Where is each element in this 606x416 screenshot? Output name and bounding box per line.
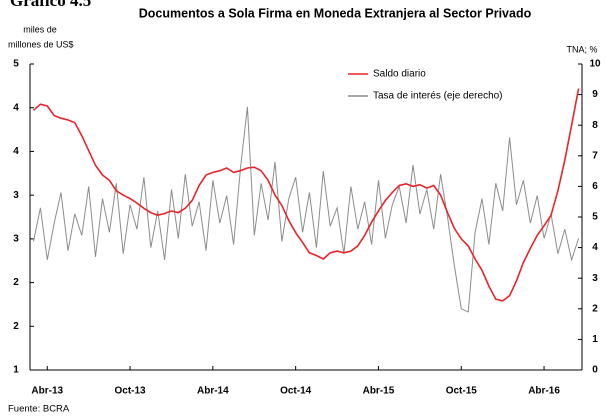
y-tick-label: 4: [13, 102, 19, 113]
y2-tick-label: 9: [592, 89, 598, 100]
y-axis-label: millones de US$: [8, 39, 74, 49]
y-tick-label: 2: [13, 321, 19, 332]
y-tick-label: 4: [13, 146, 19, 157]
legend-label: Saldo diario: [373, 69, 426, 80]
series-line: [32, 88, 580, 302]
series-line: [33, 106, 580, 313]
chart-title: Documentos a Sola Firma en Moneda Extran…: [139, 6, 532, 20]
y-tick-label: 3: [13, 190, 19, 201]
y2-tick-label: 3: [592, 273, 598, 284]
y2-tick-label: 6: [592, 181, 598, 192]
y2-tick-label: 4: [592, 242, 598, 253]
y2-tick-label: 8: [592, 120, 598, 131]
y-tick-label: 2: [13, 277, 19, 288]
x-tick-label: Oct-15: [446, 386, 478, 397]
y-tick-label: 1: [13, 365, 19, 376]
y2-tick-label: 7: [592, 150, 598, 161]
x-tick-label: Oct-14: [280, 386, 312, 397]
supertitle: Gráfico 4.5: [10, 0, 91, 10]
y2-tick-label: 1: [592, 334, 598, 345]
y2-tick-label: 2: [592, 303, 598, 314]
x-tick-label: Abr-13: [31, 386, 63, 397]
source: Fuente: BCRA: [8, 404, 70, 415]
y-axis-label: miles de: [23, 24, 57, 34]
y2-tick-label: 0: [592, 365, 598, 376]
y2-tick-label: 10: [589, 59, 601, 70]
x-tick-label: Abr-16: [528, 386, 560, 397]
y2-tick-label: 5: [592, 212, 598, 223]
y-tick-label: 3: [13, 233, 19, 244]
x-tick-label: Oct-13: [114, 386, 146, 397]
x-tick-label: Abr-15: [363, 386, 395, 397]
y-tick-label: 5: [13, 59, 19, 70]
x-tick-label: Abr-14: [197, 386, 229, 397]
legend-label: Tasa de interés (eje derecho): [373, 91, 503, 102]
y2-axis-label: TNA; %: [566, 44, 597, 54]
